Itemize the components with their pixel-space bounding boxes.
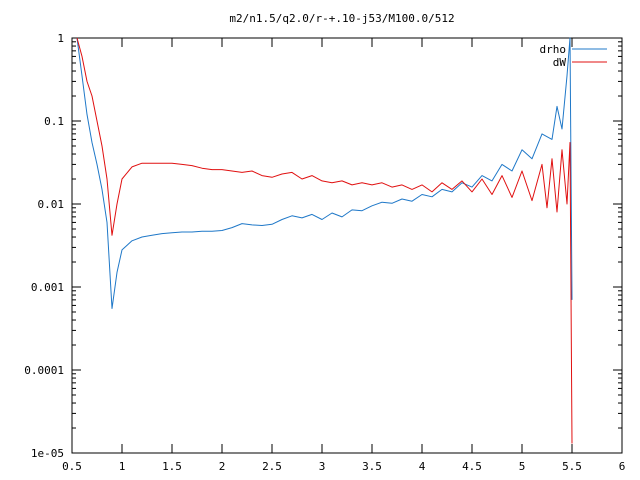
x-tick-label: 5 <box>519 460 526 473</box>
x-tick-label: 2.5 <box>262 460 282 473</box>
x-tick-label: 1.5 <box>162 460 182 473</box>
y-tick-label: 0.0001 <box>24 364 64 377</box>
x-tick-label: 2 <box>219 460 226 473</box>
x-tick-label: 3.5 <box>362 460 382 473</box>
y-tick-label: 1e-05 <box>31 447 64 460</box>
x-tick-label: 4.5 <box>462 460 482 473</box>
y-tick-label: 0.1 <box>44 115 64 128</box>
x-tick-label: 6 <box>619 460 626 473</box>
legend-label-dW: dW <box>553 56 567 69</box>
y-axis-ticks: 1e-05 0.0001 0.001 0.01 0.1 1 <box>24 32 622 460</box>
chart-title: m2/n1.5/q2.0/r-+.10-j53/M100.0/512 <box>229 12 454 25</box>
legend-label-drho: drho <box>540 43 567 56</box>
y-tick-label: 0.01 <box>38 198 65 211</box>
x-axis-ticks: 0.5 1 1.5 2 2.5 3 3.5 4 4.5 5 5.5 6 <box>62 38 625 473</box>
x-tick-label: 1 <box>119 460 126 473</box>
x-tick-label: 0.5 <box>62 460 82 473</box>
plot-frame <box>71 37 623 454</box>
series-layer <box>76 37 573 444</box>
y-tick-label: 1 <box>57 32 64 45</box>
y-tick-label: 0.001 <box>31 281 64 294</box>
x-tick-label: 4 <box>419 460 426 473</box>
x-tick-label: 3 <box>319 460 326 473</box>
x-tick-label: 5.5 <box>562 460 582 473</box>
series-line-drho <box>76 37 573 309</box>
series-line-dW <box>76 37 573 444</box>
